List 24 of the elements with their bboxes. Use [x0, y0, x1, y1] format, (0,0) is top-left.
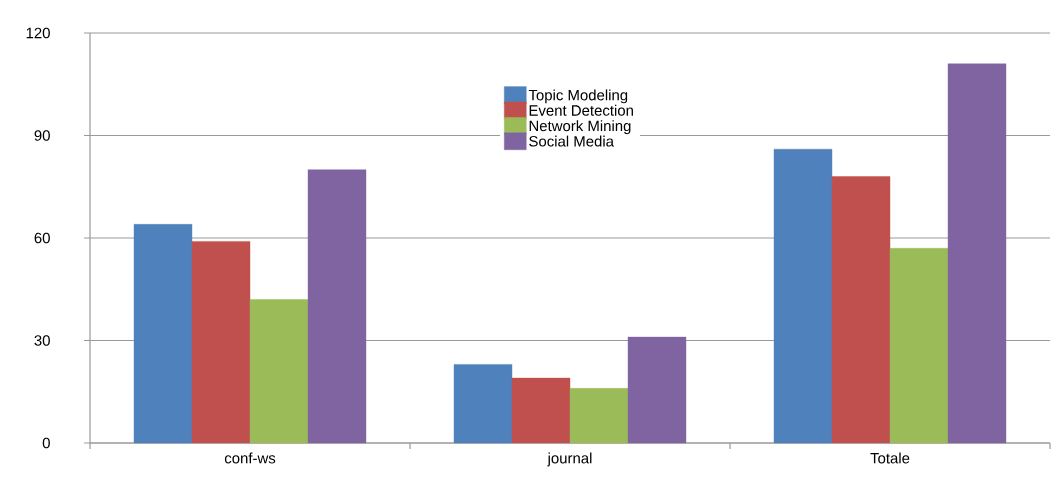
- y-tick-label: 60: [34, 232, 50, 244]
- y-tick-label: 120: [26, 27, 50, 39]
- legend-label: Network Mining: [529, 120, 631, 135]
- bar: [569, 388, 629, 444]
- legend-label: Event Detection: [529, 104, 633, 116]
- y-tick-label: 30: [34, 335, 50, 346]
- bar: [249, 299, 309, 444]
- bar: [307, 169, 367, 444]
- bar: [773, 148, 833, 444]
- y-tick-label: 0: [42, 437, 50, 449]
- bar: [511, 377, 571, 444]
- bar: [947, 63, 1007, 444]
- bar: [627, 336, 687, 444]
- y-tick-label: 90: [34, 130, 50, 141]
- bar: [889, 248, 949, 444]
- legend-label: Topic Modeling: [528, 89, 628, 104]
- x-tick-label: Totale: [870, 452, 910, 464]
- bar: [831, 176, 891, 444]
- bar: [191, 241, 251, 444]
- bar: [133, 224, 193, 444]
- bar: [453, 364, 513, 444]
- legend-label: Social Media: [529, 135, 614, 147]
- x-tick-label: conf-ws: [224, 452, 276, 464]
- x-tick-label: journal: [547, 452, 592, 467]
